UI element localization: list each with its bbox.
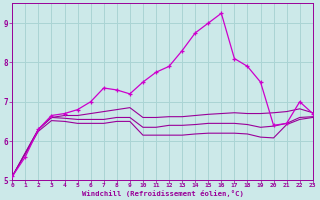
X-axis label: Windchill (Refroidissement éolien,°C): Windchill (Refroidissement éolien,°C) (82, 190, 244, 197)
